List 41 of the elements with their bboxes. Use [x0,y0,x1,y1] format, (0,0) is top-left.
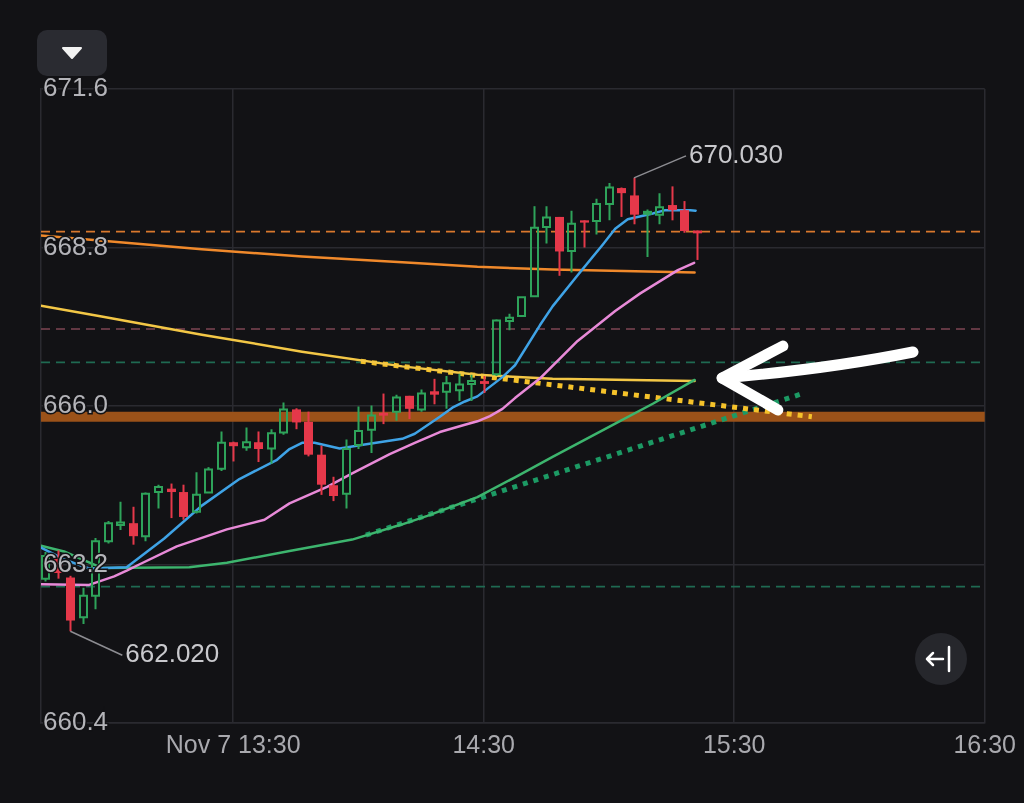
annotation: 670.030 [688,139,783,170]
candlestick [542,205,551,245]
y-tick-label: 666.0 [43,389,109,420]
candlestick [242,426,251,452]
candlestick [254,430,263,464]
candlestick [154,483,163,510]
candlestick [342,438,351,510]
candlestick [442,375,451,410]
annotation: 662.020 [125,638,220,669]
y-tick-label: 671.6 [43,72,109,103]
candlestick [517,296,526,317]
candlestick [643,208,652,259]
candlestick [267,428,276,465]
candlestick [129,505,138,546]
candlestick [655,192,664,226]
x-tick-label: 14:30 [452,729,515,758]
x-tick-label: 15:30 [702,729,766,758]
candlestick [668,185,677,222]
x-tick-label: Nov 7 13:30 [165,729,301,758]
candlestick [680,200,689,234]
x-tick-label: 16:30 [953,729,1016,758]
candlestick [530,205,539,298]
candlestick [79,586,88,625]
candlestick [354,405,363,451]
candlestick [116,500,125,531]
candlestick [592,197,601,236]
candlestick [580,219,589,249]
candlestick [292,407,301,431]
candlestick [567,209,576,274]
candlestick [430,377,439,406]
y-tick-label: 668.8 [43,230,109,261]
candlestick [605,181,614,222]
candlestick [455,372,464,402]
candlestick [630,176,639,226]
candlestick [617,186,626,218]
candlestick [467,373,476,402]
candlestick [192,471,201,515]
candlestick [329,475,338,503]
candlestick [379,392,388,426]
candlestick [367,404,376,454]
y-tick-label: 660.4 [43,706,109,737]
